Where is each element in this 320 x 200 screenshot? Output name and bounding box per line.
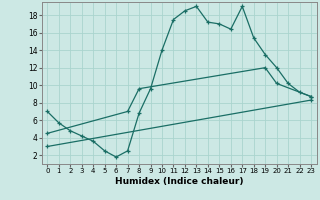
X-axis label: Humidex (Indice chaleur): Humidex (Indice chaleur) [115,177,244,186]
